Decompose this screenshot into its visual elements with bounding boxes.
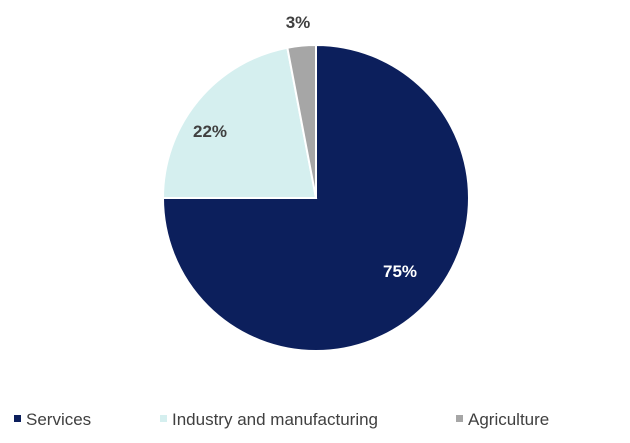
pie-slice-industry-and-manufacturing [161,46,318,199]
legend-item-services: Services [14,410,91,429]
legend-label: Services [26,410,91,429]
data-label-agriculture: 3% [286,13,311,32]
pie-slices [161,43,470,352]
data-label-industry-and-manufacturing: 22% [193,122,227,141]
legend-marker [14,415,21,422]
legend-marker [456,415,463,422]
legend-item-industry-and-manufacturing: Industry and manufacturing [160,410,378,429]
legend-label: Agriculture [468,410,549,429]
legend: Services Industry and manufacturing Agricu… [14,410,549,429]
legend-label: Industry and manufacturing [172,410,378,429]
pie-slice-services [161,43,470,352]
pie-slice-agriculture [286,43,317,199]
pie-labels: 75% 22% 3% [193,13,417,281]
legend-marker [160,415,167,422]
data-label-services: 75% [383,262,417,281]
legend-item-agriculture: Agriculture [456,410,549,429]
